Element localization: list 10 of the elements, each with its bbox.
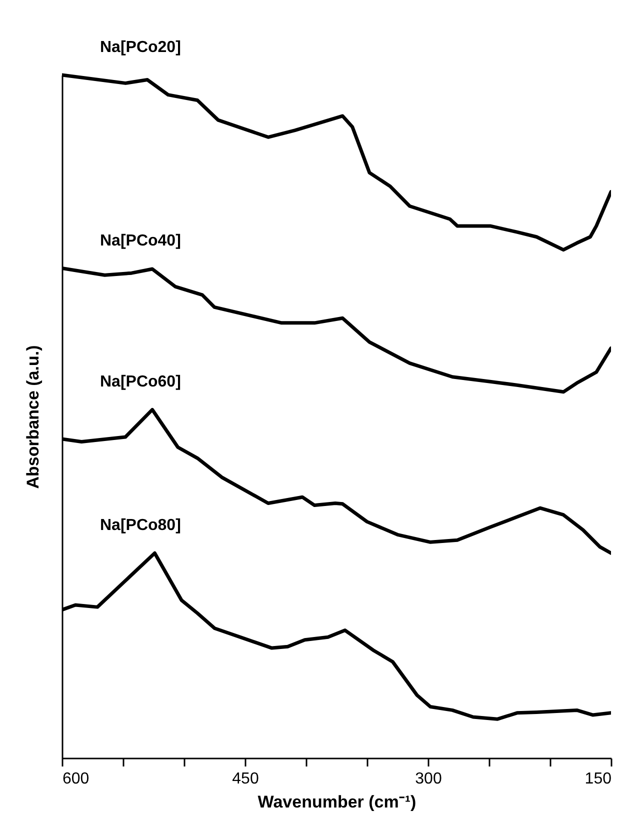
series-label: Na[PCo40]: [100, 232, 181, 250]
x-axis-title: Wavenumber (cm⁻¹): [258, 792, 416, 812]
series-label: Na[PCo20]: [100, 39, 181, 56]
x-tick-label: 600: [62, 770, 90, 788]
x-tick-label: 450: [232, 770, 259, 788]
y-axis-title: Absorbance (a.u.): [24, 345, 42, 489]
x-tick-label: 150: [584, 770, 612, 788]
x-tick-label: 300: [415, 770, 442, 788]
series-label: Na[PCo80]: [100, 517, 181, 534]
series-label: Na[PCo60]: [100, 374, 181, 391]
